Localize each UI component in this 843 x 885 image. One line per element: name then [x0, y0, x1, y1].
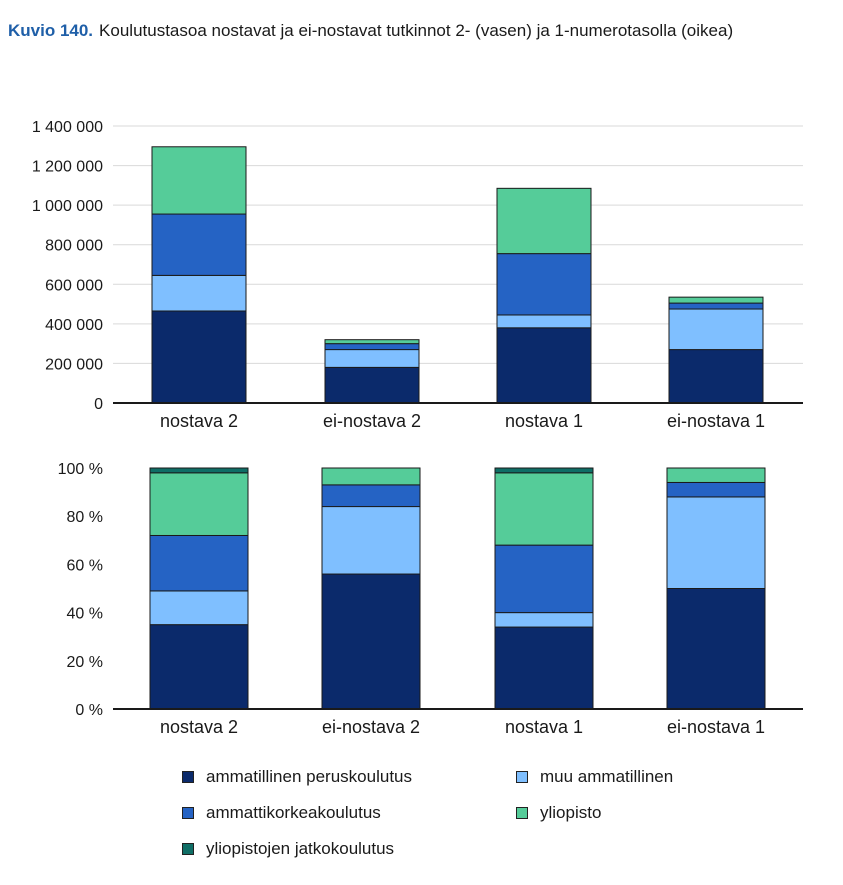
bar-ei-nostava-1-muu-ammatillinen — [666, 496, 766, 590]
bar-nostava-2-yliopistojen-jatkokoulutus — [149, 467, 249, 474]
bar-nostava-2-ammatillinen-peruskoulutus — [149, 624, 249, 710]
legend-item-muu-ammatillinen: muu ammatillinen — [516, 767, 673, 787]
bar-ei-nostava-2-yliopisto — [324, 339, 420, 345]
bar-ei-nostava-1-yliopisto — [666, 467, 766, 483]
bar-nostava-2-yliopisto — [149, 472, 249, 536]
y-tick-label: 800 000 — [45, 238, 103, 255]
bar-ei-nostava-1-ammattikorkeakoulutus — [666, 481, 766, 498]
chart-1: 0 200 000 400 000 600 000 800 000 1 000 000 1 … — [32, 119, 803, 431]
bar-ei-nostava-2-yliopisto — [321, 467, 421, 486]
bar-nostava-2-muu-ammatillinen — [149, 590, 249, 626]
x-tick-label: ei-nostava 2 — [322, 717, 420, 737]
x-tick-label: nostava 2 — [160, 717, 238, 737]
legend-item-ammatillinen-peruskoulutus: ammatillinen peruskoulutus — [182, 767, 412, 787]
bar-ei-nostava-2-muu-ammatillinen — [321, 506, 421, 575]
bar-nostava-2-yliopisto — [151, 146, 247, 215]
bar-ei-nostava-2-ammattikorkeakoulutus — [321, 484, 421, 508]
legend-swatch-ammattikorkeakoulutus — [182, 807, 194, 819]
bar-ei-nostava-1-yliopisto — [668, 296, 764, 304]
legend-swatch-yliopisto — [516, 807, 528, 819]
x-tick-label: ei-nostava 2 — [323, 411, 421, 431]
y-tick-label: 60 % — [67, 557, 103, 574]
y-tick-label: 1 400 000 — [32, 119, 103, 136]
x-tick-label: nostava 2 — [160, 411, 238, 431]
legend-label-ammattikorkeakoulutus: ammattikorkeakoulutus — [206, 803, 381, 822]
figure-title: Kuvio 140. Koulutustasoa nostavat ja ei-n… — [8, 18, 828, 44]
bar-ei-nostava-1-muu-ammatillinen — [668, 308, 764, 351]
legend-label-yliopistojen-jatkokoulutus: yliopistojen jatkokoulutus — [206, 839, 395, 858]
bar-ei-nostava-1-ammatillinen-peruskoulutus — [668, 349, 764, 404]
bar-nostava-2-ammatillinen-peruskoulutus — [151, 310, 247, 404]
y-tick-label: 200 000 — [45, 356, 103, 373]
bar-nostava-1-yliopisto — [496, 187, 592, 255]
bar-ei-nostava-1-ammattikorkeakoulutus — [668, 302, 764, 310]
y-tick-label: 80 % — [67, 509, 103, 526]
y-tick-label: 20 % — [67, 654, 103, 671]
legend-item-yliopistojen-jatkokoulutus: yliopistojen jatkokoulutus — [182, 839, 394, 859]
bar-nostava-2-ammattikorkeakoulutus — [151, 213, 247, 276]
legend-label-muu-ammatillinen: muu ammatillinen — [540, 767, 674, 786]
x-tick-label: nostava 1 — [505, 717, 583, 737]
y-tick-label: 400 000 — [45, 317, 103, 334]
bar-nostava-1-yliopisto — [494, 472, 594, 546]
y-tick-label: 0 — [94, 396, 103, 413]
y-tick-label: 1 200 000 — [32, 159, 103, 176]
bar-ei-nostava-2-ammattikorkeakoulutus — [324, 343, 420, 351]
legend-swatch-ammatillinen-peruskoulutus — [182, 771, 194, 783]
x-tick-label: ei-nostava 1 — [667, 717, 765, 737]
chart-2: 0 % 20 % 40 % 60 % 80 % 100 % nostava 2 ei-nost… — [58, 461, 803, 737]
x-tick-label: nostava 1 — [505, 411, 583, 431]
x-tick-label: ei-nostava 1 — [667, 411, 765, 431]
figure-caption: Koulutustasoa nostavat ja ei-nostavat tu… — [99, 21, 734, 40]
bar-ei-nostava-2-ammatillinen-peruskoulutus — [321, 573, 421, 710]
legend-label-yliopisto: yliopisto — [540, 803, 602, 822]
legend-label-ammatillinen-peruskoulutus: ammatillinen peruskoulutus — [206, 767, 412, 786]
bar-nostava-1-muu-ammatillinen — [496, 314, 592, 329]
bar-nostava-1-ammattikorkeakoulutus — [494, 544, 594, 614]
legend-swatch-yliopistojen-jatkokoulutus — [182, 843, 194, 855]
bar-nostava-2-muu-ammatillinen — [151, 274, 247, 312]
y-tick-label: 600 000 — [45, 277, 103, 294]
bar-nostava-1-ammatillinen-peruskoulutus — [494, 626, 594, 710]
bar-nostava-1-yliopistojen-jatkokoulutus — [494, 467, 594, 474]
bar-nostava-2-ammattikorkeakoulutus — [149, 534, 249, 592]
legend-swatch-muu-ammatillinen — [516, 771, 528, 783]
legend-item-yliopisto: yliopisto — [516, 803, 601, 823]
bar-nostava-1-ammatillinen-peruskoulutus — [496, 327, 592, 404]
y-tick-label: 100 % — [58, 461, 103, 478]
figure-number: Kuvio 140. — [8, 21, 94, 40]
bar-ei-nostava-2-ammatillinen-peruskoulutus — [324, 366, 420, 404]
bar-ei-nostava-2-muu-ammatillinen — [324, 349, 420, 368]
bar-ei-nostava-1-ammatillinen-peruskoulutus — [666, 588, 766, 710]
bar-nostava-1-muu-ammatillinen — [494, 612, 594, 628]
y-tick-label: 40 % — [67, 606, 103, 623]
legend-item-ammattikorkeakoulutus: ammattikorkeakoulutus — [182, 803, 381, 823]
y-tick-label: 0 % — [75, 702, 103, 719]
bar-nostava-1-ammattikorkeakoulutus — [496, 253, 592, 316]
y-tick-label: 1 000 000 — [32, 198, 103, 215]
